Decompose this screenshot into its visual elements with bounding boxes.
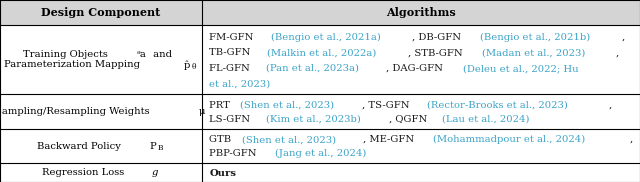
Text: (Bengio et al., 2021b): (Bengio et al., 2021b) bbox=[479, 33, 590, 42]
Text: PRT: PRT bbox=[209, 101, 234, 110]
Text: , ME-GFN: , ME-GFN bbox=[364, 135, 417, 144]
Text: and: and bbox=[150, 50, 172, 59]
Text: Sampling/Resampling Weights: Sampling/Resampling Weights bbox=[0, 107, 152, 116]
Text: et al., 2023): et al., 2023) bbox=[209, 80, 271, 89]
Text: , STB-GFN: , STB-GFN bbox=[408, 48, 465, 57]
Text: Parameterization Mapping: Parameterization Mapping bbox=[4, 60, 143, 70]
Text: μ: μ bbox=[198, 107, 205, 116]
Text: (Malkin et al., 2022a): (Malkin et al., 2022a) bbox=[267, 48, 376, 57]
Text: (Jang et al., 2024): (Jang et al., 2024) bbox=[275, 149, 366, 159]
Text: , TS-GFN: , TS-GFN bbox=[362, 101, 412, 110]
Text: (Bengio et al., 2021a): (Bengio et al., 2021a) bbox=[271, 33, 380, 42]
Text: ,: , bbox=[622, 33, 625, 42]
Text: (Shen et al., 2023): (Shen et al., 2023) bbox=[240, 101, 334, 110]
Text: g: g bbox=[152, 168, 158, 177]
Text: P: P bbox=[149, 141, 156, 151]
Text: TB-GFN: TB-GFN bbox=[209, 48, 254, 57]
Text: (Pan et al., 2023a): (Pan et al., 2023a) bbox=[266, 64, 359, 73]
Text: , DB-GFN: , DB-GFN bbox=[412, 33, 465, 42]
Text: Training Objects: Training Objects bbox=[24, 50, 111, 59]
Text: (Mohammadpour et al., 2024): (Mohammadpour et al., 2024) bbox=[433, 135, 586, 144]
Text: ,: , bbox=[616, 48, 619, 57]
Text: ,: , bbox=[609, 101, 612, 110]
Text: θ: θ bbox=[192, 63, 196, 71]
Text: (Madan et al., 2023): (Madan et al., 2023) bbox=[483, 48, 586, 57]
Text: FM-GFN: FM-GFN bbox=[209, 33, 257, 42]
Text: , DAG-GFN: , DAG-GFN bbox=[386, 64, 446, 73]
Text: Backward Policy: Backward Policy bbox=[37, 141, 124, 151]
Text: Algorithms: Algorithms bbox=[386, 7, 456, 18]
Text: , QGFN: , QGFN bbox=[388, 115, 430, 124]
Text: LS-GFN: LS-GFN bbox=[209, 115, 253, 124]
Text: ᵊa: ᵊa bbox=[137, 50, 147, 59]
Text: (Kim et al., 2023b): (Kim et al., 2023b) bbox=[266, 115, 361, 124]
Text: (Shen et al., 2023): (Shen et al., 2023) bbox=[242, 135, 336, 144]
Text: (Deleu et al., 2022; Hu: (Deleu et al., 2022; Hu bbox=[463, 64, 579, 73]
Text: p̂: p̂ bbox=[184, 60, 190, 70]
Text: PBP-GFN: PBP-GFN bbox=[209, 149, 260, 158]
Text: (Rector-Brooks et al., 2023): (Rector-Brooks et al., 2023) bbox=[427, 101, 568, 110]
Text: Ours: Ours bbox=[209, 169, 236, 178]
Text: B: B bbox=[158, 144, 164, 152]
Text: FL-GFN: FL-GFN bbox=[209, 64, 253, 73]
Text: GTB: GTB bbox=[209, 135, 234, 144]
Text: Design Component: Design Component bbox=[41, 7, 161, 18]
Text: Regression Loss: Regression Loss bbox=[42, 168, 127, 177]
Bar bbox=[0, 0, 640, 25]
Text: ,: , bbox=[630, 135, 633, 144]
Text: (Lau et al., 2024): (Lau et al., 2024) bbox=[442, 115, 529, 124]
